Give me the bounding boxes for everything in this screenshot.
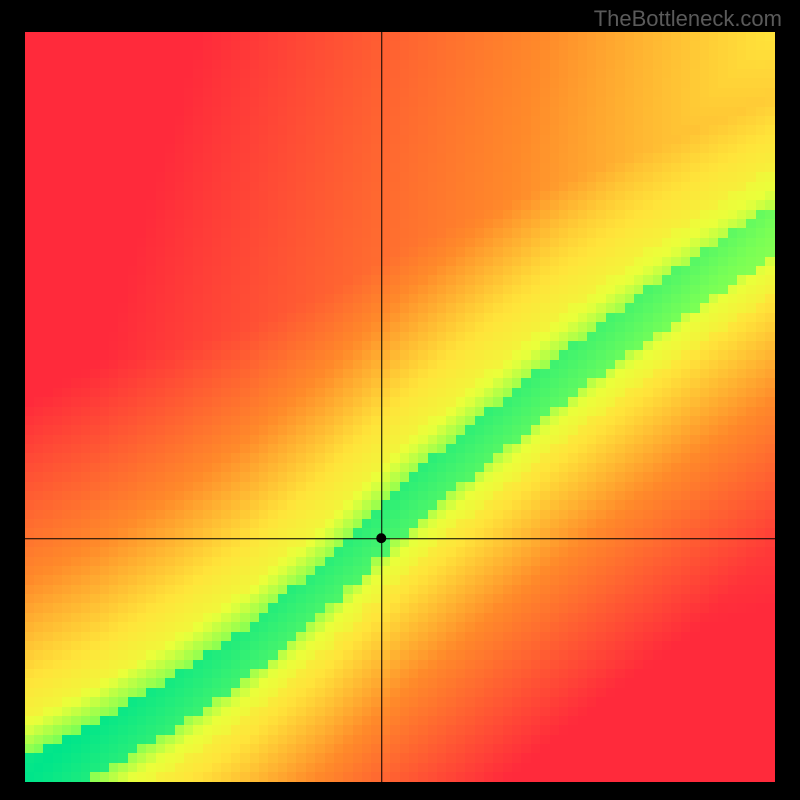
watermark-text: TheBottleneck.com bbox=[594, 6, 782, 32]
heatmap-canvas bbox=[25, 32, 775, 782]
bottleneck-heatmap bbox=[25, 32, 775, 782]
